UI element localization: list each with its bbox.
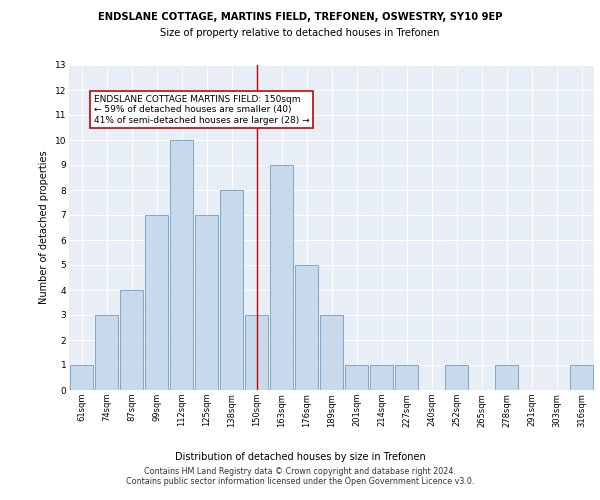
Text: Size of property relative to detached houses in Trefonen: Size of property relative to detached ho… — [160, 28, 440, 38]
Bar — [494, 365, 518, 390]
Bar — [145, 215, 169, 390]
Text: Contains public sector information licensed under the Open Government Licence v3: Contains public sector information licen… — [126, 477, 474, 486]
Bar — [70, 365, 94, 390]
Y-axis label: Number of detached properties: Number of detached properties — [39, 150, 49, 304]
Text: ENDSLANE COTTAGE, MARTINS FIELD, TREFONEN, OSWESTRY, SY10 9EP: ENDSLANE COTTAGE, MARTINS FIELD, TREFONE… — [98, 12, 502, 22]
Bar — [370, 365, 394, 390]
Bar — [194, 215, 218, 390]
Text: ENDSLANE COTTAGE MARTINS FIELD: 150sqm
← 59% of detached houses are smaller (40): ENDSLANE COTTAGE MARTINS FIELD: 150sqm ←… — [94, 95, 310, 125]
Bar — [295, 265, 319, 390]
Bar — [395, 365, 418, 390]
Text: Distribution of detached houses by size in Trefonen: Distribution of detached houses by size … — [175, 452, 425, 462]
Bar — [320, 315, 343, 390]
Bar — [269, 165, 293, 390]
Bar — [220, 190, 244, 390]
Bar — [119, 290, 143, 390]
Text: Contains HM Land Registry data © Crown copyright and database right 2024.: Contains HM Land Registry data © Crown c… — [144, 467, 456, 476]
Bar — [445, 365, 469, 390]
Bar — [569, 365, 593, 390]
Bar — [170, 140, 193, 390]
Bar — [245, 315, 268, 390]
Bar — [344, 365, 368, 390]
Bar — [95, 315, 118, 390]
